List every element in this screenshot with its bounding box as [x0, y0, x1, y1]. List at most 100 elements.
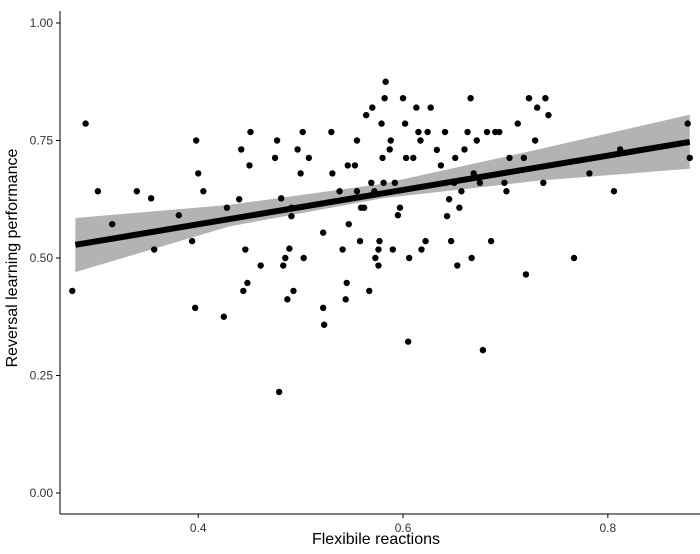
x-tick-label: 0.6 [395, 521, 412, 535]
data-point [246, 162, 253, 169]
data-point [271, 154, 279, 162]
data-point [240, 287, 247, 295]
data-point [360, 204, 368, 211]
data-point [586, 170, 593, 177]
data-points-layer [69, 78, 693, 396]
data-point [464, 128, 471, 136]
data-point [175, 212, 182, 219]
data-point [540, 179, 547, 186]
data-point [94, 188, 102, 195]
data-point [284, 296, 291, 303]
data-point [380, 179, 387, 186]
data-point [418, 246, 425, 253]
data-point [467, 95, 474, 102]
y-tick-label: 0.50 [30, 251, 54, 265]
data-point [69, 287, 76, 295]
data-point [483, 128, 491, 136]
data-point [300, 254, 307, 262]
data-point [381, 95, 388, 102]
data-point [242, 246, 249, 253]
data-point [514, 120, 521, 127]
data-point [461, 146, 468, 153]
data-point [286, 245, 293, 252]
data-point [277, 195, 285, 202]
data-point [247, 128, 254, 136]
y-axis-title: Reversal learning performance [4, 149, 21, 368]
data-point [410, 154, 417, 162]
data-point [220, 313, 228, 320]
data-point [533, 104, 541, 111]
data-point [454, 262, 461, 269]
data-point [366, 287, 373, 295]
data-point [427, 104, 434, 111]
data-point [223, 204, 231, 211]
data-point [294, 146, 301, 153]
data-point [372, 254, 379, 262]
data-point [351, 162, 359, 169]
data-point [389, 246, 396, 253]
data-point [610, 188, 618, 195]
data-point [238, 146, 245, 153]
data-point [273, 137, 281, 144]
data-point [299, 128, 306, 136]
data-point [345, 220, 352, 228]
data-point [479, 346, 487, 354]
data-point [379, 154, 386, 162]
data-point [282, 254, 289, 262]
data-point [684, 120, 691, 127]
x-axis-title: Flexibile reactions [312, 531, 440, 548]
data-point [244, 279, 251, 287]
data-point [192, 137, 200, 144]
data-point [195, 170, 202, 177]
x-tick-label: 0.8 [599, 521, 616, 535]
data-point [376, 237, 383, 245]
y-tick-label: 0.25 [30, 369, 54, 383]
data-point [506, 154, 513, 162]
data-point [191, 304, 199, 312]
data-point [288, 204, 295, 211]
data-point [257, 262, 264, 269]
data-point [570, 254, 578, 262]
data-point [458, 188, 465, 195]
data-point [344, 162, 351, 169]
data-point [151, 246, 158, 253]
data-point [447, 237, 455, 245]
regression-line-layer [74, 138, 691, 248]
data-point [320, 321, 328, 328]
data-point [336, 188, 343, 195]
data-point [468, 254, 475, 262]
data-point [401, 120, 409, 127]
data-point [342, 296, 349, 303]
y-tick-label: 1.00 [30, 16, 54, 30]
data-point [503, 188, 510, 195]
data-point [443, 212, 451, 220]
data-point [339, 246, 346, 253]
axes-layer: 0.00 0.25 0.50 0.75 1.00 0.4 0.6 0.8 [30, 11, 700, 535]
data-point [188, 237, 196, 245]
data-point [437, 162, 445, 169]
data-point [405, 254, 413, 262]
data-point [288, 212, 295, 220]
data-point [391, 179, 399, 186]
regression-line [74, 138, 691, 248]
data-point [353, 137, 361, 144]
data-point [473, 137, 480, 144]
data-point [470, 170, 477, 177]
y-tick-label: 0.00 [30, 486, 54, 500]
data-point [368, 179, 375, 186]
data-point [542, 95, 549, 102]
data-point [386, 146, 393, 153]
data-point [522, 271, 530, 278]
data-point [375, 246, 382, 253]
data-point [422, 237, 429, 245]
x-tick-label: 0.4 [190, 521, 207, 535]
data-point [387, 137, 394, 144]
data-point [236, 196, 243, 203]
data-point [280, 262, 287, 269]
y-tick-label: 0.75 [30, 134, 54, 148]
data-point [394, 212, 402, 219]
data-point [452, 154, 459, 162]
data-point [445, 196, 453, 203]
data-point [133, 188, 140, 195]
